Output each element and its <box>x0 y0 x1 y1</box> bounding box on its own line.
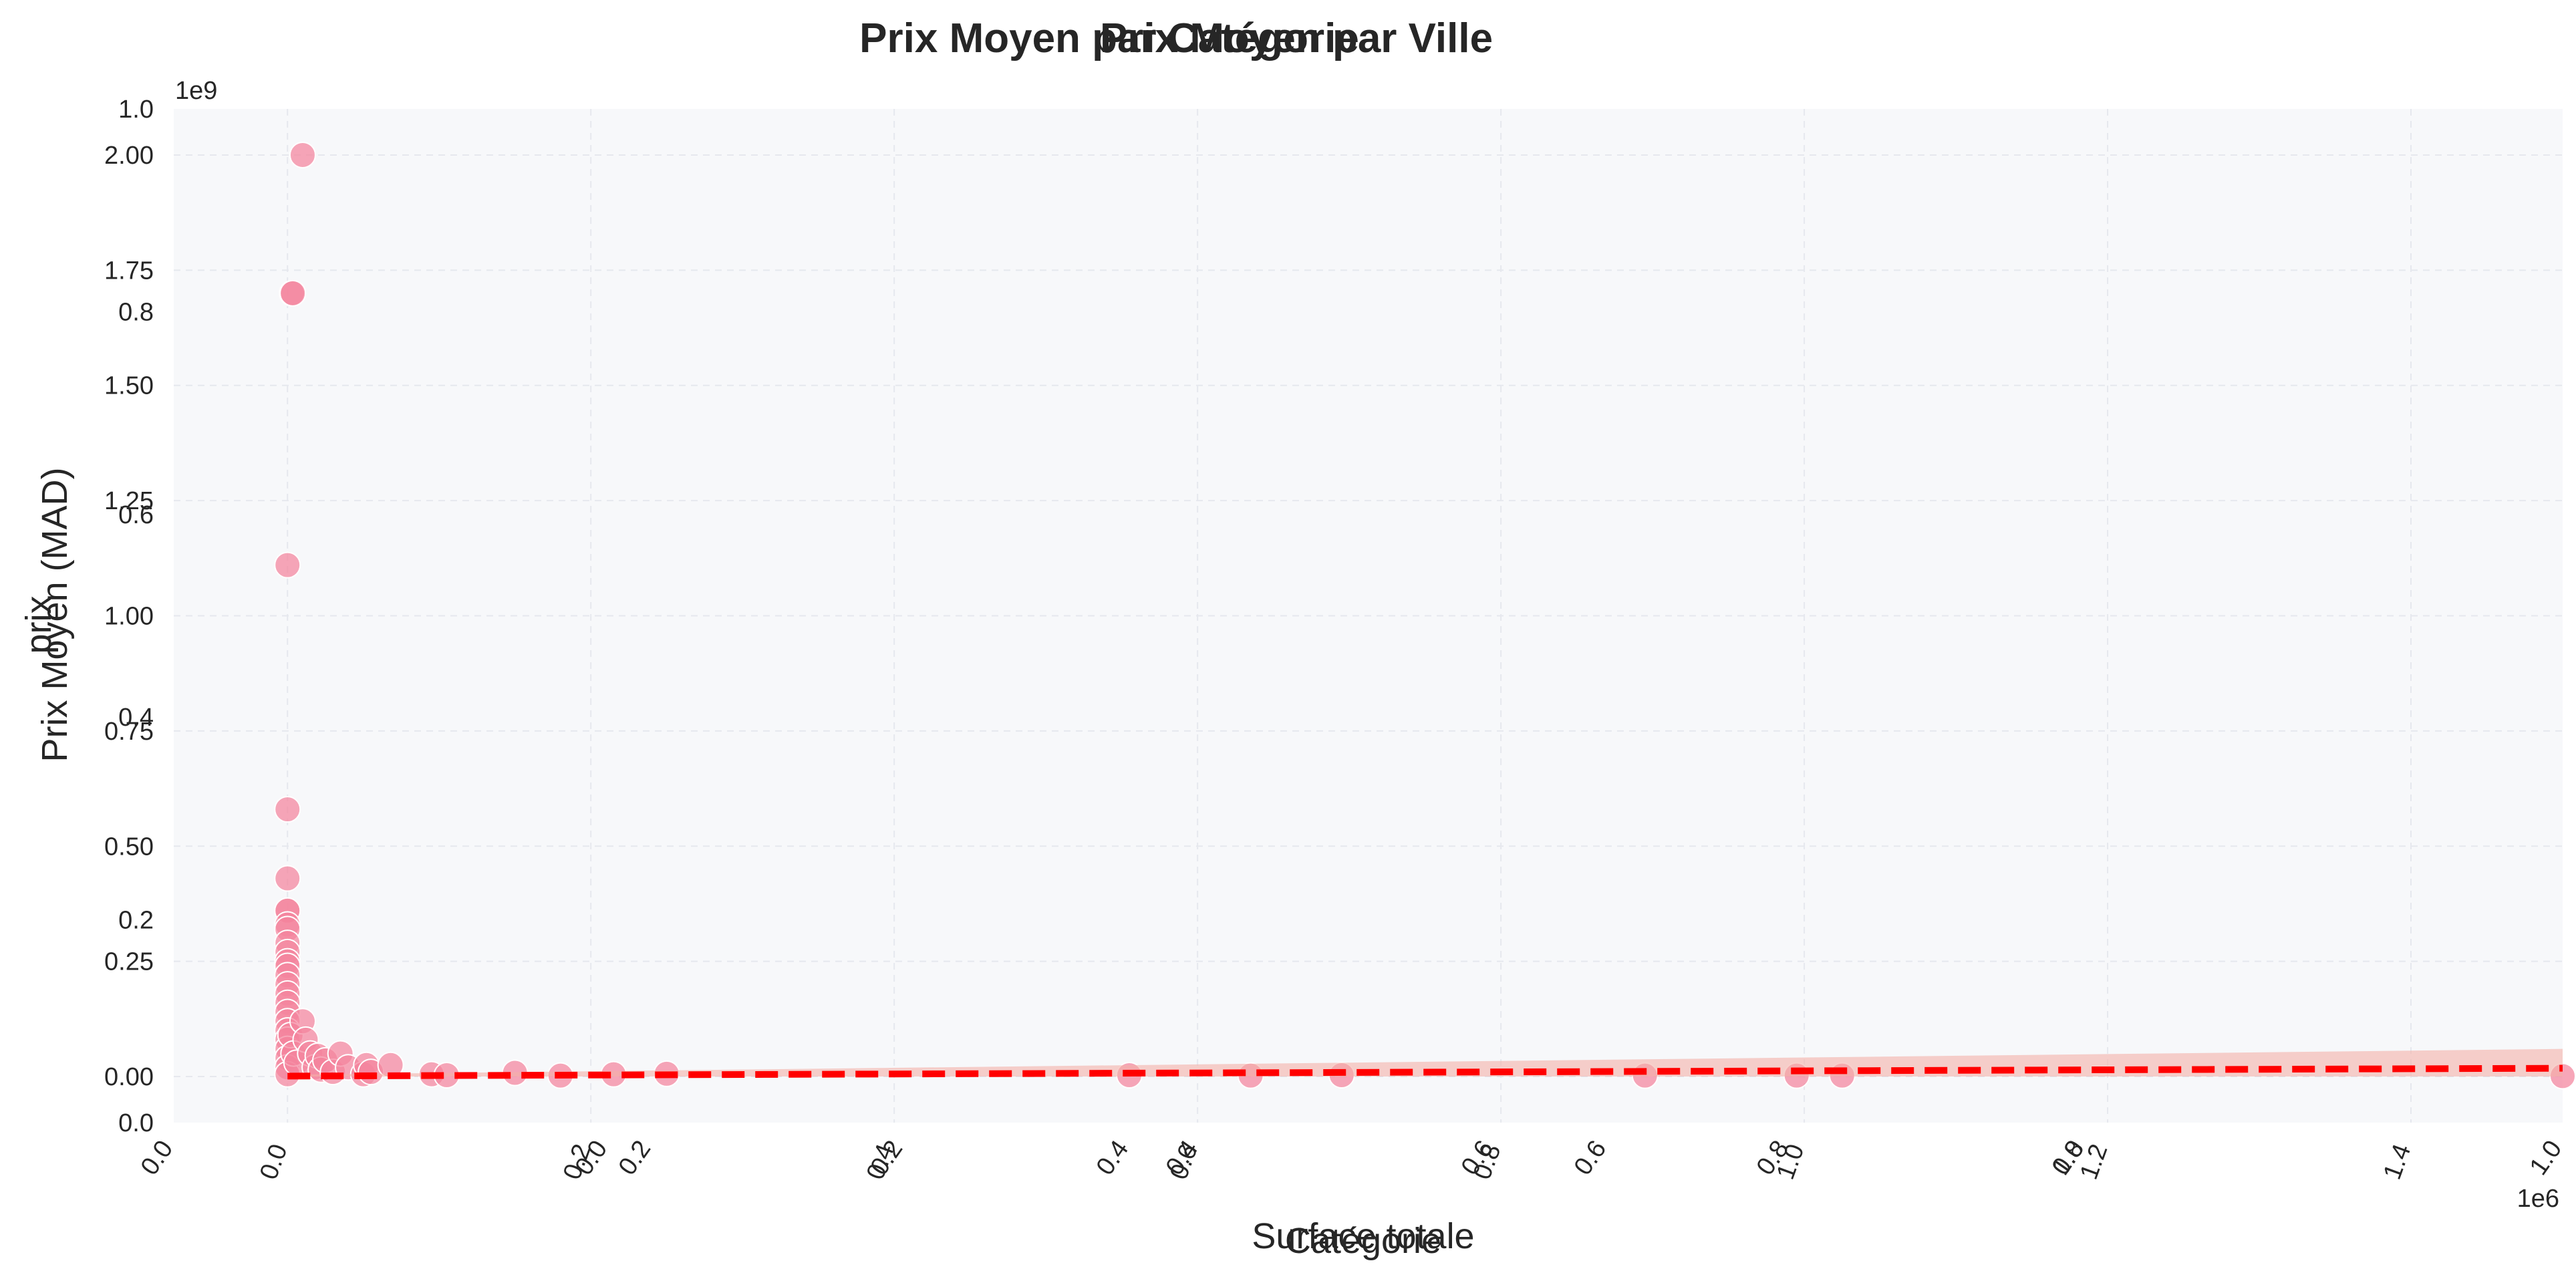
y-tick-label: 1.00 <box>104 603 154 631</box>
y-tick-label: 0.4 <box>118 704 154 732</box>
regression-line <box>287 1048 2563 1080</box>
y-tick-label: 0.00 <box>104 1063 154 1091</box>
y-tick-label: 0.75 <box>104 718 154 746</box>
y-tick-label: 0.50 <box>104 833 154 861</box>
scatter-point <box>279 279 307 307</box>
scatter-point <box>289 141 316 168</box>
regression-fit-line <box>287 1064 2563 1080</box>
y-tick-label: 2.00 <box>104 142 154 170</box>
y-tick-label: 0.8 <box>118 298 154 326</box>
y-tick-label: 1.75 <box>104 257 154 285</box>
x-tick-label: 0.0 <box>255 1141 293 1183</box>
y-tick-label: 0.2 <box>118 907 154 935</box>
x-tick-label: 1.0 <box>2525 1135 2568 1180</box>
y-tick-label: 1.0 <box>118 96 154 124</box>
x-tick-label: 0.6 <box>1569 1135 1612 1180</box>
y-axis-label-category: Prix Moyen (MAD) <box>35 467 75 762</box>
x-tick-label: 1.4 <box>2378 1141 2417 1183</box>
y-tick-label: 0.6 <box>118 501 154 529</box>
scatter-point <box>274 796 301 823</box>
x-axis-multiplier: 1e6 <box>2517 1185 2559 1213</box>
chart-title-category: Prix Moyen par Catégorie <box>859 15 1359 61</box>
y-tick-label: 0.0 <box>118 1109 154 1137</box>
x-tick-label: 0.0 <box>136 1135 179 1180</box>
y-tick-label: 1.25 <box>104 487 154 515</box>
x-tick-label: 0.4 <box>1091 1135 1135 1180</box>
scatter-point <box>274 551 301 579</box>
y-axis-multiplier: 1e9 <box>175 77 217 105</box>
scatter-point <box>274 865 301 892</box>
grid-lines <box>174 109 2563 1123</box>
y-tick-label: 1.50 <box>104 372 154 400</box>
x-tick-label: 0.2 <box>613 1135 657 1180</box>
chart-title-city: Prix Moyen par Ville <box>1100 15 1493 61</box>
x-axis-label-category: Catégorie <box>1285 1221 1441 1261</box>
y-axis-label-scatter: prix <box>19 595 59 654</box>
x-axis-label-scatter: Surface totale <box>1252 1216 1474 1256</box>
y-tick-label: 0.25 <box>104 948 154 976</box>
